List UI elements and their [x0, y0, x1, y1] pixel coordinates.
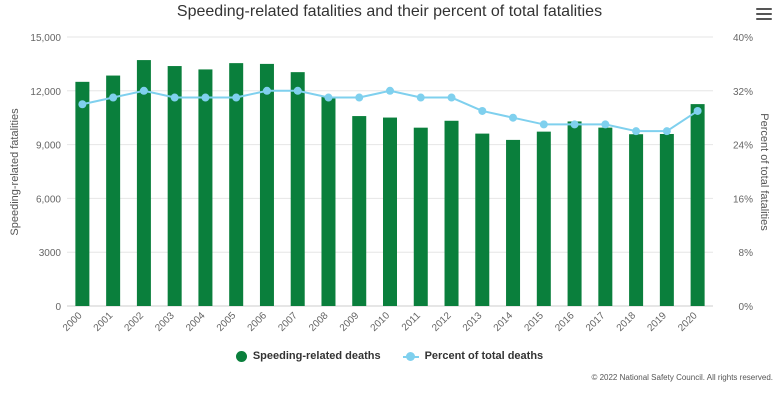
y-tick-label-left: 3000 [39, 248, 62, 259]
bar-2004 [198, 69, 213, 307]
x-tick-label: 2010 [369, 310, 393, 334]
x-tick-label: 2018 [615, 310, 639, 334]
line-point-2015 [539, 120, 548, 129]
line-point-2002 [139, 86, 148, 95]
legend: Speeding-related deaths Percent of total… [0, 350, 779, 362]
y-tick-label-left: 9,000 [36, 141, 61, 152]
line-point-2019 [662, 127, 671, 136]
bar-2008 [321, 96, 336, 306]
y-tick-label-right: 8% [739, 248, 754, 259]
x-tick-label: 2007 [276, 310, 300, 334]
x-tick-label: 2020 [676, 310, 700, 334]
y-axis-title-left: Speeding-related fatalities [9, 108, 21, 236]
bar-2001 [106, 75, 121, 306]
bar-2006 [259, 63, 274, 307]
line-point-2001 [109, 93, 118, 102]
x-tick-label: 2008 [307, 310, 331, 334]
y-tick-label-right: 24% [733, 141, 753, 152]
y-tick-label-right: 32% [733, 87, 753, 98]
line-point-2017 [601, 120, 610, 129]
x-tick-label: 2017 [584, 310, 608, 334]
y-tick-label-left: 6,000 [36, 194, 61, 205]
bar-2017 [598, 127, 613, 307]
bar-2020 [690, 104, 705, 306]
bar-2003 [167, 66, 182, 306]
bar-2018 [629, 134, 644, 306]
line-point-2004 [201, 93, 210, 102]
legend-item-percent-deaths[interactable]: Percent of total deaths [402, 350, 544, 362]
legend-line-swatch-icon [402, 351, 419, 362]
bar-2011 [413, 127, 428, 307]
bar-2000 [75, 81, 90, 306]
x-tick-label: 2011 [400, 310, 423, 333]
line-point-2010 [386, 86, 394, 95]
x-tick-label: 2002 [123, 310, 147, 334]
x-tick-label: 2005 [215, 310, 239, 334]
legend-bar-swatch-icon [235, 350, 247, 362]
bar-2012 [444, 120, 459, 306]
hamburger-menu-icon[interactable] [756, 8, 772, 22]
legend-label-percent-deaths: Percent of total deaths [424, 350, 544, 362]
x-tick-label: 2016 [553, 310, 577, 334]
line-point-2018 [632, 127, 641, 136]
line-point-2012 [447, 93, 456, 102]
bar-2009 [352, 116, 367, 306]
bar-2015 [536, 131, 551, 306]
bar-2002 [136, 60, 151, 306]
x-tick-label: 2013 [461, 310, 485, 334]
line-point-2006 [262, 86, 271, 95]
copyright-credit: © 2022 National Safety Council. All righ… [591, 373, 773, 382]
x-tick-label: 2014 [492, 310, 516, 334]
line-point-2013 [478, 106, 487, 115]
line-point-2007 [293, 86, 302, 95]
line-point-2008 [324, 93, 333, 102]
y-tick-label-left: 0 [55, 302, 61, 313]
line-point-2003 [170, 93, 179, 102]
line-point-2016 [570, 120, 579, 129]
legend-item-speeding-deaths[interactable]: Speeding-related deaths [235, 350, 381, 362]
line-point-2011 [416, 93, 425, 102]
x-tick-label: 2006 [246, 310, 270, 334]
bar-2005 [229, 63, 244, 306]
bar-2010 [383, 117, 397, 306]
y-tick-label-right: 40% [733, 33, 753, 44]
x-tick-label: 2015 [522, 310, 546, 334]
y-axis-title-right: Percent of total fatalities [758, 113, 770, 231]
bar-2007 [290, 72, 305, 307]
x-tick-label: 2009 [338, 310, 362, 334]
y-tick-label-left: 12,000 [30, 87, 61, 98]
bar-2013 [475, 133, 490, 306]
line-point-2000 [78, 100, 87, 109]
x-tick-label: 2004 [184, 310, 208, 334]
x-tick-label: 2000 [61, 310, 85, 334]
x-tick-label: 2003 [153, 310, 177, 334]
y-tick-label-right: 16% [733, 194, 753, 205]
x-tick-label: 2001 [92, 310, 116, 334]
chart-title: Speeding-related fatalities and their pe… [176, 3, 603, 20]
y-tick-label-left: 15,000 [30, 33, 61, 44]
line-point-2020 [693, 106, 702, 115]
line-point-2014 [509, 113, 518, 122]
bar-2019 [659, 133, 674, 306]
bar-2014 [506, 139, 521, 306]
line-point-2009 [355, 93, 364, 102]
legend-label-speeding-deaths: Speeding-related deaths [252, 350, 381, 362]
bar-2016 [567, 121, 582, 307]
y-tick-label-right: 0% [739, 302, 754, 313]
x-tick-label: 2012 [430, 310, 454, 334]
x-tick-label: 2019 [645, 310, 669, 334]
line-point-2005 [232, 93, 241, 102]
